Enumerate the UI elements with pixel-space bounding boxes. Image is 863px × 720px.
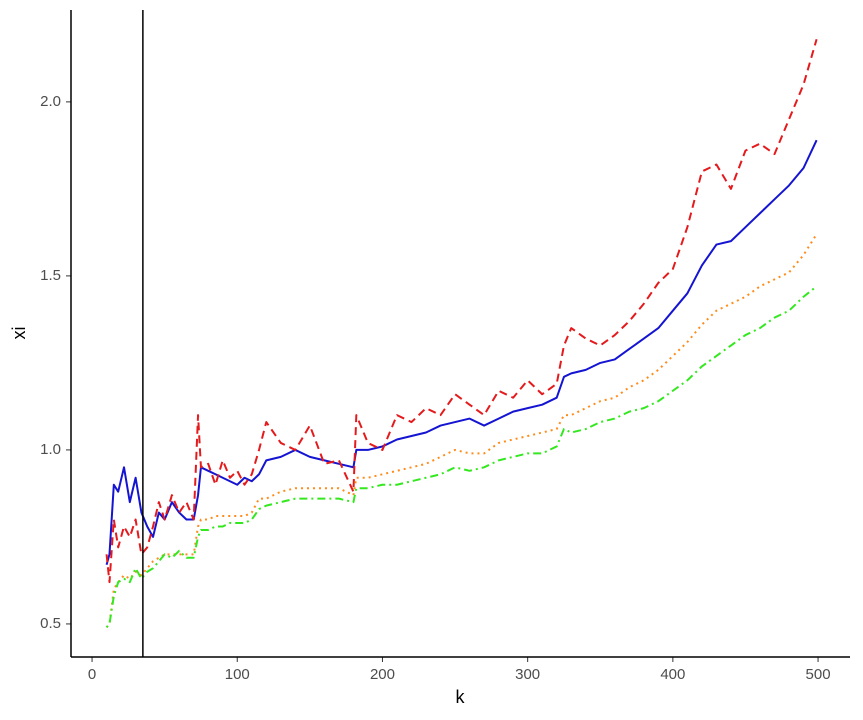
x-axis-title: k [456,687,466,707]
y-tick-label: 1.0 [40,441,61,458]
series-line [105,139,818,566]
x-tick-label: 500 [806,666,831,683]
y-tick-label: 2.0 [40,93,61,110]
series-line [105,38,818,584]
y-axis-title: xi [9,327,29,340]
x-tick-label: 0 [88,666,96,683]
x-tick-label: 300 [515,666,540,683]
series-line [105,285,818,629]
x-tick-label: 100 [225,666,250,683]
y-tick-label: 0.5 [40,615,61,632]
y-tick-label: 1.5 [40,267,61,284]
x-tick-label: 400 [660,666,685,683]
x-tick-label: 200 [370,666,395,683]
series-line [105,233,818,629]
